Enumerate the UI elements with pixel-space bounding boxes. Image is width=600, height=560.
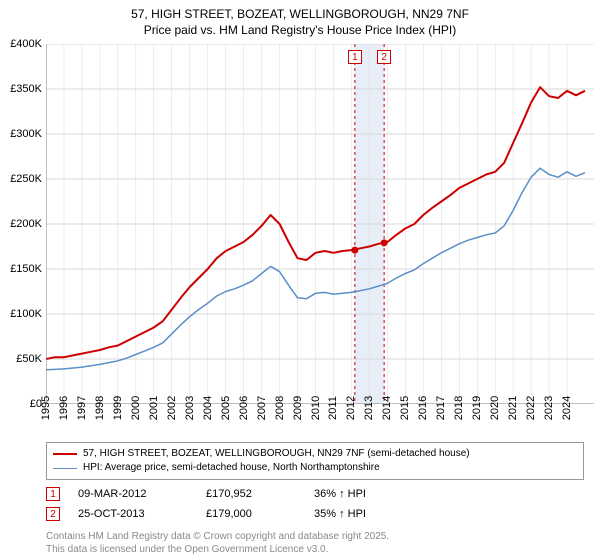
legend-swatch bbox=[53, 468, 77, 469]
x-tick-label: 1998 bbox=[94, 396, 106, 420]
y-tick-label: £100K bbox=[10, 308, 42, 320]
x-tick-label: 2017 bbox=[435, 396, 447, 420]
x-tick-label: 1997 bbox=[76, 396, 88, 420]
marker-delta: 35% ↑ HPI bbox=[314, 508, 366, 520]
x-tick-label: 2004 bbox=[202, 396, 214, 420]
y-tick-label: £350K bbox=[10, 83, 42, 95]
x-tick-label: 2001 bbox=[148, 396, 160, 420]
marker-price: £179,000 bbox=[206, 508, 296, 520]
title-line-1: 57, HIGH STREET, BOZEAT, WELLINGBOROUGH,… bbox=[0, 6, 600, 22]
x-tick-label: 2020 bbox=[489, 396, 501, 420]
footer: Contains HM Land Registry data © Crown c… bbox=[46, 531, 389, 556]
y-tick-label: £400K bbox=[10, 38, 42, 50]
marker-table: 1 09-MAR-2012 £170,952 36% ↑ HPI 2 25-OCT-201… bbox=[46, 484, 584, 524]
x-tick-label: 2021 bbox=[507, 396, 519, 420]
legend-swatch bbox=[53, 453, 77, 455]
footer-line-1: Contains HM Land Registry data © Crown c… bbox=[46, 531, 389, 544]
x-tick-label: 2013 bbox=[363, 396, 375, 420]
line-chart bbox=[46, 44, 594, 404]
x-tick-label: 2016 bbox=[417, 396, 429, 420]
legend-item: HPI: Average price, semi-detached house,… bbox=[53, 461, 577, 475]
marker-row: 2 25-OCT-2013 £179,000 35% ↑ HPI bbox=[46, 504, 584, 524]
marker-date: 25-OCT-2013 bbox=[78, 508, 188, 520]
legend-label: 57, HIGH STREET, BOZEAT, WELLINGBOROUGH,… bbox=[83, 447, 470, 461]
y-tick-label: £200K bbox=[10, 218, 42, 230]
x-tick-label: 2015 bbox=[399, 396, 411, 420]
x-tick-label: 2012 bbox=[345, 396, 357, 420]
y-tick-label: £300K bbox=[10, 128, 42, 140]
marker-date: 09-MAR-2012 bbox=[78, 488, 188, 500]
x-tick-label: 2002 bbox=[166, 396, 178, 420]
legend-label: HPI: Average price, semi-detached house,… bbox=[83, 461, 380, 475]
x-tick-label: 2009 bbox=[292, 396, 304, 420]
chart-marker-badge: 2 bbox=[377, 50, 391, 64]
marker-delta: 36% ↑ HPI bbox=[314, 488, 366, 500]
x-tick-label: 2023 bbox=[543, 396, 555, 420]
x-tick-label: 2019 bbox=[471, 396, 483, 420]
x-tick-label: 2008 bbox=[274, 396, 286, 420]
marker-price: £170,952 bbox=[206, 488, 296, 500]
title-block: 57, HIGH STREET, BOZEAT, WELLINGBOROUGH,… bbox=[0, 0, 600, 38]
legend-item: 57, HIGH STREET, BOZEAT, WELLINGBOROUGH,… bbox=[53, 447, 577, 461]
marker-badge: 1 bbox=[46, 487, 60, 501]
marker-row: 1 09-MAR-2012 £170,952 36% ↑ HPI bbox=[46, 484, 584, 504]
y-tick-label: £250K bbox=[10, 173, 42, 185]
x-tick-label: 2005 bbox=[220, 396, 232, 420]
x-tick-label: 2006 bbox=[238, 396, 250, 420]
x-tick-label: 1999 bbox=[112, 396, 124, 420]
x-tick-label: 2022 bbox=[525, 396, 537, 420]
chart-marker-badge: 1 bbox=[348, 50, 362, 64]
y-tick-label: £50K bbox=[16, 353, 42, 365]
marker-badge: 2 bbox=[46, 507, 60, 521]
x-tick-label: 2010 bbox=[310, 396, 322, 420]
footer-line-2: This data is licensed under the Open Gov… bbox=[46, 544, 389, 557]
x-tick-label: 2000 bbox=[130, 396, 142, 420]
x-tick-label: 2014 bbox=[381, 396, 393, 420]
x-tick-label: 1996 bbox=[58, 396, 70, 420]
x-tick-label: 2011 bbox=[327, 396, 339, 420]
x-tick-label: 2018 bbox=[453, 396, 465, 420]
chart-area: £0£50K£100K£150K£200K£250K£300K£350K£400… bbox=[46, 44, 594, 404]
x-tick-label: 1995 bbox=[40, 396, 52, 420]
x-tick-label: 2007 bbox=[256, 396, 268, 420]
legend: 57, HIGH STREET, BOZEAT, WELLINGBOROUGH,… bbox=[46, 442, 584, 480]
x-tick-label: 2003 bbox=[184, 396, 196, 420]
y-tick-label: £150K bbox=[10, 263, 42, 275]
x-tick-label: 2024 bbox=[561, 396, 573, 420]
title-line-2: Price paid vs. HM Land Registry's House … bbox=[0, 22, 600, 38]
